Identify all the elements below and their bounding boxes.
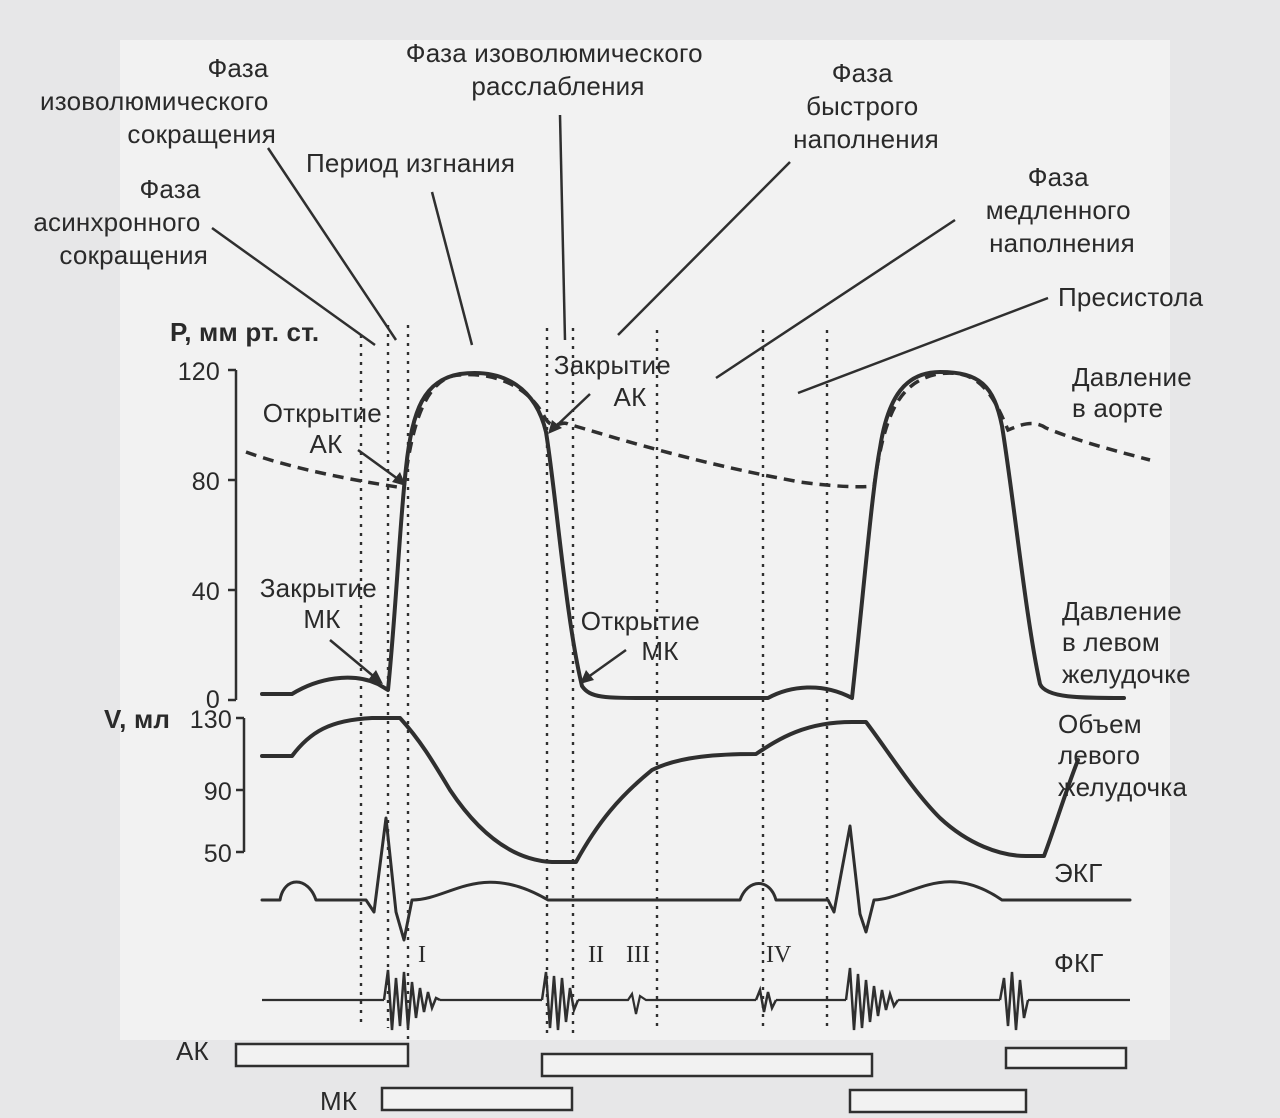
label-av-close: Закрытие АК xyxy=(554,350,679,412)
volume-tick: 90 xyxy=(204,778,232,806)
label-lv-volume: Объем левого желудочка xyxy=(1058,709,1187,802)
label-async-contraction: Фаза асинхронного сокращения xyxy=(33,174,208,270)
lv-volume-curve xyxy=(260,716,1080,864)
leader-ejection xyxy=(430,191,474,346)
av-open-bar xyxy=(1004,1046,1128,1070)
label-bar-av: АК xyxy=(176,1036,209,1066)
leader-isovol-relaxation xyxy=(558,114,567,341)
av-open-bar xyxy=(540,1052,874,1078)
volume-tick: 130 xyxy=(190,706,232,734)
label-lv-pressure: Давление в левом желудочке xyxy=(1062,596,1191,689)
label-mv-close: Закрытие МК xyxy=(260,573,385,634)
leader-slow-filling xyxy=(715,218,956,380)
pressure-tick: 0 xyxy=(206,686,220,714)
volume-axis: V, мл 130 90 50 xyxy=(104,704,246,868)
tone-label: II xyxy=(588,942,604,968)
label-isovol-relaxation: Фаза изоволюмического расслабления xyxy=(406,38,710,101)
volume-tick: 50 xyxy=(204,840,232,868)
leader-isovol-contraction xyxy=(266,147,398,341)
mv-open-bar xyxy=(380,1086,574,1112)
leader-lines xyxy=(211,114,1049,395)
pressure-axis-title: P, мм рт. ст. xyxy=(170,317,319,347)
pressure-tick: 80 xyxy=(192,468,220,496)
leader-presystole xyxy=(797,296,1049,395)
label-av-open: Открытие АК xyxy=(263,398,390,459)
phase-labels: Фаза изоволюмического сокращения Фаза из… xyxy=(33,38,1203,312)
label-isovol-contraction: Фаза изоволюмического сокращения xyxy=(40,53,276,149)
valve-bars: АК МК xyxy=(176,1036,1128,1116)
ecg-trace xyxy=(260,816,1132,942)
mv-open-bar xyxy=(848,1088,1028,1114)
label-aortic-pressure: Давление в аорте xyxy=(1072,362,1199,423)
annotation-arrows xyxy=(329,393,627,684)
av-open-bar xyxy=(234,1042,410,1068)
tone-label: I xyxy=(418,942,426,968)
tone-label: IV xyxy=(766,942,792,968)
label-mv-open: Открытие МК xyxy=(581,606,708,666)
label-pcg: ФКГ xyxy=(1054,948,1104,978)
label-rapid-filling: Фаза быстрого наполнения xyxy=(793,58,939,154)
pressure-tick: 40 xyxy=(192,578,220,606)
volume-axis-title: V, мл xyxy=(104,704,170,734)
label-bar-mv: МК xyxy=(320,1086,357,1116)
leader-async-contraction xyxy=(211,226,376,347)
tone-label: III xyxy=(626,942,650,968)
lv-pressure-curve xyxy=(260,370,1126,700)
pressure-tick: 120 xyxy=(178,358,220,386)
aortic-pressure-curve xyxy=(245,371,1151,490)
leader-rapid-filling xyxy=(617,161,791,336)
label-presystole: Пресистола xyxy=(1058,282,1204,312)
pressure-axis: P, мм рт. ст. 120 80 40 0 xyxy=(170,317,319,714)
label-ejection: Период изгнания xyxy=(306,148,515,178)
label-slow-filling: Фаза медленного наполнения xyxy=(986,162,1139,258)
label-ecg: ЭКГ xyxy=(1054,858,1103,888)
pcg-trace xyxy=(262,967,1130,1031)
